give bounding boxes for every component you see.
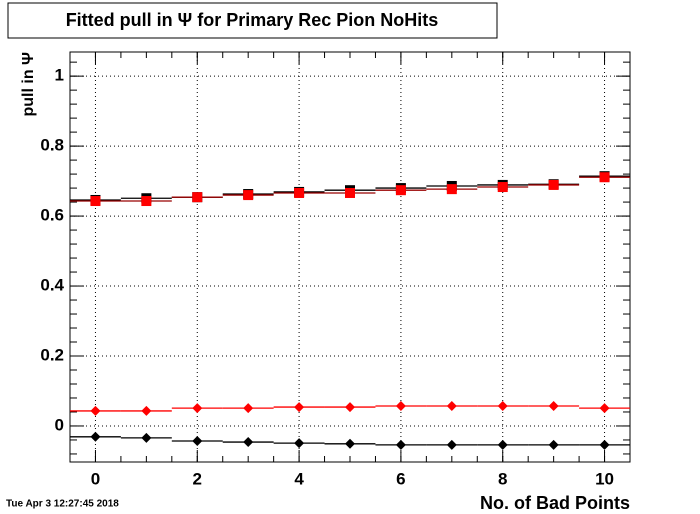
marker [90, 405, 101, 416]
y-tick-label: 0.6 [40, 206, 64, 225]
y-axis-label: pull in Ψ [20, 52, 37, 117]
marker [141, 196, 152, 207]
marker [395, 185, 406, 196]
marker [243, 403, 254, 414]
marker [90, 196, 101, 207]
marker [446, 439, 457, 450]
marker [548, 179, 559, 190]
x-axis-label: No. of Bad Points [480, 493, 630, 513]
marker [345, 187, 355, 198]
marker [243, 437, 254, 448]
marker [243, 190, 254, 201]
marker [141, 432, 152, 443]
marker [90, 431, 101, 442]
marker [497, 401, 508, 412]
x-tick-label: 4 [294, 469, 304, 488]
x-tick-label: 0 [91, 469, 100, 488]
y-tick-label: 1 [55, 66, 64, 85]
plot-frame [69, 51, 631, 463]
marker [599, 403, 610, 414]
y-tick-label: 0.4 [40, 276, 64, 295]
x-tick-label: 2 [193, 469, 202, 488]
chart-title: Fitted pull in Ψ for Primary Rec Pion No… [66, 10, 439, 30]
x-tick-label: 6 [396, 469, 405, 488]
marker [395, 401, 406, 412]
marker [497, 182, 508, 193]
title-box [7, 2, 498, 39]
x-tick-label: 8 [498, 469, 507, 488]
marker [192, 403, 203, 414]
marker [294, 187, 305, 198]
marker [548, 439, 559, 450]
marker [192, 436, 203, 447]
marker [395, 439, 406, 450]
marker [599, 439, 610, 450]
marker [497, 439, 508, 450]
marker [141, 405, 152, 416]
y-tick-label: 0.2 [40, 345, 64, 364]
marker [548, 401, 559, 412]
y-tick-label: 0 [55, 415, 64, 434]
marker [294, 438, 305, 449]
marker [345, 438, 355, 449]
marker [446, 184, 457, 195]
x-tick-label: 10 [595, 469, 614, 488]
marker [294, 402, 305, 413]
marker [345, 402, 355, 413]
marker [599, 172, 610, 183]
y-tick-label: 0.8 [40, 136, 64, 155]
marker [446, 401, 457, 412]
timestamp: Tue Apr 3 12:27:45 2018 [6, 499, 119, 510]
marker [192, 192, 203, 203]
